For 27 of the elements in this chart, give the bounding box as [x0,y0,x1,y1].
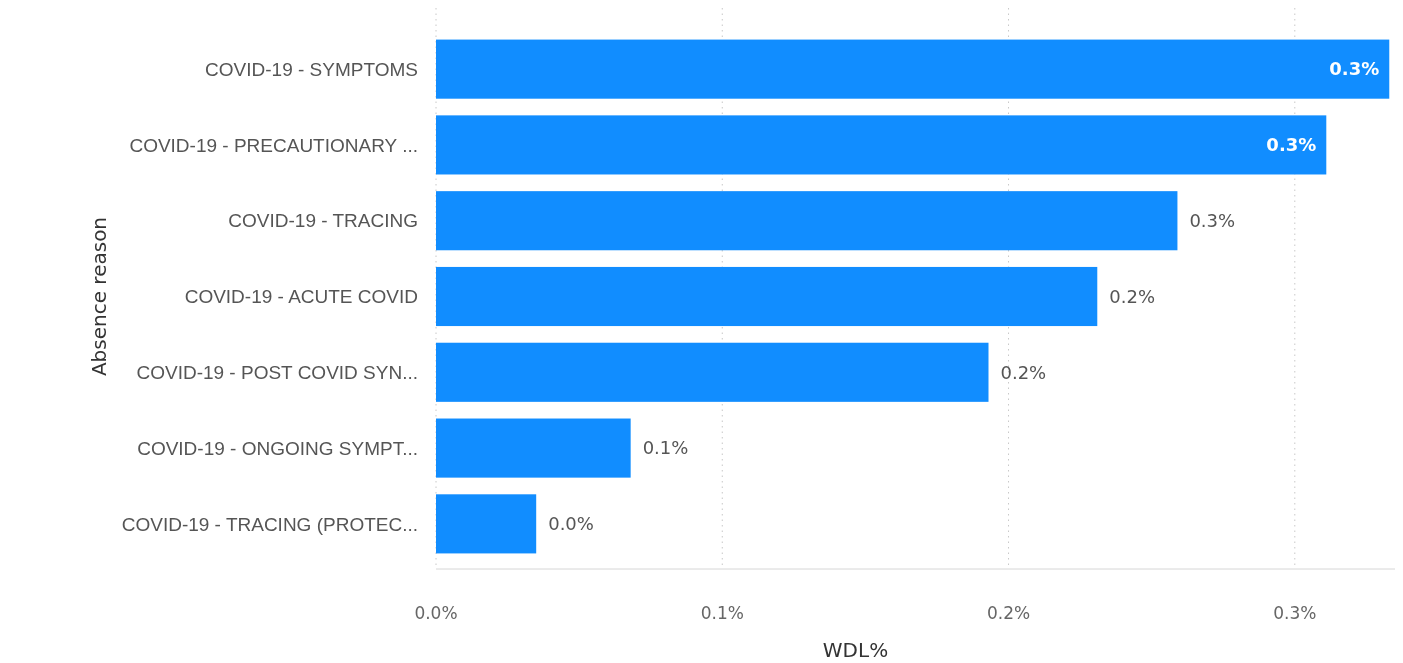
data-label: 0.3% [1189,210,1236,232]
data-label: 0.3% [1266,134,1317,156]
bar [436,191,1178,251]
y-tick-label: COVID-19 - POST COVID SYN... [136,361,418,383]
y-tick-label: COVID-19 - ONGOING SYMPT... [137,437,418,459]
bar [436,39,1390,99]
data-label: 0.3% [1329,58,1380,80]
x-tick-label: 0.3% [1273,603,1317,623]
x-axis-title: WDL% [822,638,889,662]
bar [436,494,537,554]
bar [436,342,989,402]
bar [436,418,631,478]
data-label: 0.2% [1109,285,1156,307]
x-tick-label: 0.2% [986,603,1031,623]
x-tick-label: 0.1% [700,603,744,623]
y-tick-label: COVID-19 - TRACING [228,210,418,232]
x-tick-label: 0.0% [414,603,458,623]
y-tick-label: COVID-19 - SYMPTOMS [205,58,418,80]
y-tick-label: COVID-19 - TRACING (PROTEC... [121,513,418,535]
data-label: 0.2% [1000,361,1047,383]
bar [436,115,1327,175]
y-tick-label: COVID-19 - PRECAUTIONARY ... [129,134,418,156]
y-tick-label: COVID-19 - ACUTE COVID [184,286,418,308]
data-label: 0.0% [548,513,594,535]
y-axis-title: Absence reason [87,216,111,377]
data-label: 0.1% [642,437,689,459]
bar [436,266,1098,327]
